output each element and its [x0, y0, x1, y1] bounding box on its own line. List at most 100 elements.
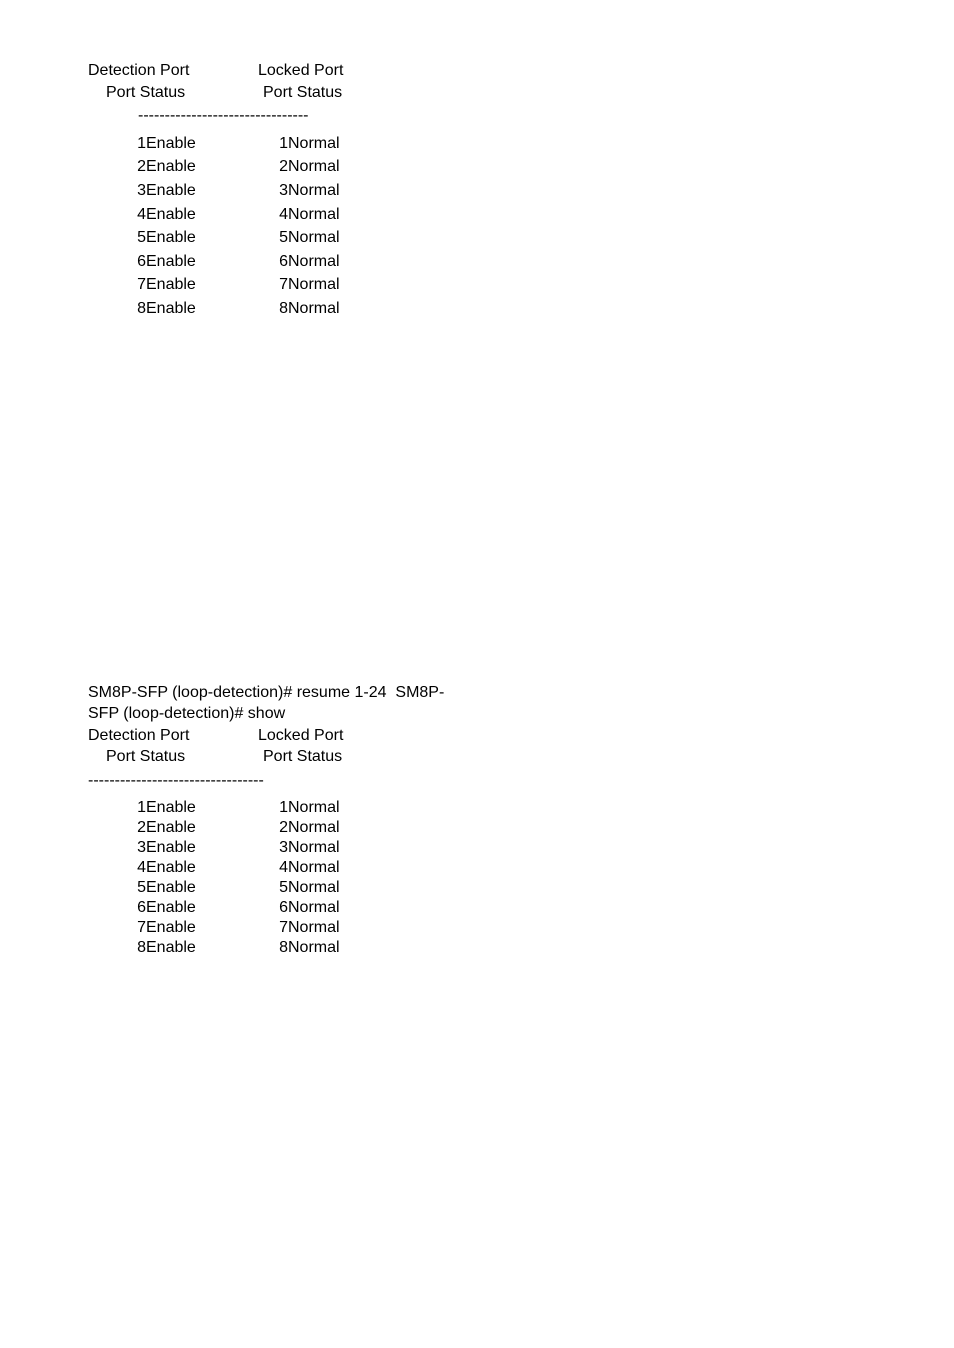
table-row: 5Enable5Normal [88, 878, 340, 898]
locked-status-cell: Normal [288, 298, 340, 322]
locked-status-cell: Normal [288, 938, 340, 958]
separator-line: --------------------------------- [88, 770, 588, 792]
locked-status-cell: Normal [288, 858, 340, 878]
detection-port-cell: 2 [88, 156, 146, 180]
detection-status-cell: Enable [146, 838, 244, 858]
table-row: 5Enable5Normal [88, 227, 340, 251]
locked-port-cell: 3 [244, 180, 288, 204]
detection-status-cell: Enable [146, 204, 244, 228]
locked-port-cell: 4 [244, 858, 288, 878]
table-row: 2Enable2Normal [88, 156, 340, 180]
page: Detection Port Port Status Locked Port P… [0, 0, 588, 958]
locked-status-cell: Normal [288, 180, 340, 204]
detection-port-cell: 4 [88, 204, 146, 228]
detection-status-cell: Enable [146, 858, 244, 878]
detection-port-cell: 3 [88, 180, 146, 204]
detection-header-col: Detection Port Port Status [88, 725, 258, 768]
detection-port-cell: 5 [88, 878, 146, 898]
command-line: SM8P-SFP (loop-detection)# resume 1-24 S… [88, 682, 588, 704]
table-row: 4Enable4Normal [88, 858, 340, 878]
locked-status-cell: Normal [288, 798, 340, 818]
detection-port-cell: 7 [88, 918, 146, 938]
detection-status-cell: Enable [146, 898, 244, 918]
locked-header-col: Locked Port Port Status [258, 60, 343, 103]
detection-port-cell: 6 [88, 898, 146, 918]
detection-port-cell: 7 [88, 274, 146, 298]
port-status-rows: 1Enable1Normal2Enable2Normal3Enable3Norm… [88, 798, 340, 958]
detection-port-header: Detection Port [88, 60, 258, 82]
detection-port-cell: 3 [88, 838, 146, 858]
detection-status-header: Port Status [88, 82, 258, 104]
locked-header-col: Locked Port Port Status [258, 725, 343, 768]
table-row: 6Enable6Normal [88, 251, 340, 275]
port-status-table: 1Enable1Normal2Enable2Normal3Enable3Norm… [88, 798, 340, 958]
column-headers: Detection Port Port Status Locked Port P… [88, 725, 588, 768]
locked-port-header: Locked Port [258, 60, 343, 82]
detection-status-cell: Enable [146, 156, 244, 180]
locked-port-cell: 2 [244, 156, 288, 180]
locked-port-cell: 4 [244, 204, 288, 228]
command-line: SFP (loop-detection)# show [88, 703, 588, 725]
separator-line: -------------------------------- [88, 105, 588, 127]
locked-status-cell: Normal [288, 918, 340, 938]
port-status-block-1: Detection Port Port Status Locked Port P… [88, 60, 588, 322]
locked-port-cell: 1 [244, 133, 288, 157]
column-headers: Detection Port Port Status Locked Port P… [88, 60, 588, 103]
detection-status-cell: Enable [146, 251, 244, 275]
locked-port-cell: 7 [244, 918, 288, 938]
locked-status-cell: Normal [288, 818, 340, 838]
detection-port-cell: 8 [88, 938, 146, 958]
locked-status-cell: Normal [288, 898, 340, 918]
table-row: 7Enable7Normal [88, 274, 340, 298]
table-row: 3Enable3Normal [88, 180, 340, 204]
locked-status-cell: Normal [288, 156, 340, 180]
locked-port-cell: 6 [244, 251, 288, 275]
port-status-block-2: SM8P-SFP (loop-detection)# resume 1-24 S… [88, 682, 588, 958]
command-lines: SM8P-SFP (loop-detection)# resume 1-24 S… [88, 682, 588, 725]
detection-status-cell: Enable [146, 274, 244, 298]
locked-status-cell: Normal [288, 133, 340, 157]
locked-status-cell: Normal [288, 251, 340, 275]
locked-port-cell: 1 [244, 798, 288, 818]
detection-port-cell: 4 [88, 858, 146, 878]
locked-status-cell: Normal [288, 878, 340, 898]
table-row: 6Enable6Normal [88, 898, 340, 918]
detection-port-header: Detection Port [88, 725, 258, 747]
detection-port-cell: 6 [88, 251, 146, 275]
table-row: 8Enable8Normal [88, 938, 340, 958]
detection-port-cell: 2 [88, 818, 146, 838]
locked-port-cell: 6 [244, 898, 288, 918]
detection-status-header: Port Status [88, 746, 258, 768]
port-status-rows: 1Enable1Normal2Enable2Normal3Enable3Norm… [88, 133, 340, 322]
locked-port-cell: 8 [244, 938, 288, 958]
detection-status-cell: Enable [146, 227, 244, 251]
table-row: 3Enable3Normal [88, 838, 340, 858]
locked-status-cell: Normal [288, 227, 340, 251]
detection-status-cell: Enable [146, 180, 244, 204]
detection-status-cell: Enable [146, 938, 244, 958]
table-row: 4Enable4Normal [88, 204, 340, 228]
table-row: 1Enable1Normal [88, 133, 340, 157]
locked-port-cell: 2 [244, 818, 288, 838]
locked-port-cell: 7 [244, 274, 288, 298]
locked-port-cell: 8 [244, 298, 288, 322]
locked-port-header: Locked Port [258, 725, 343, 747]
table-row: 2Enable2Normal [88, 818, 340, 838]
locked-port-cell: 5 [244, 227, 288, 251]
locked-port-cell: 5 [244, 878, 288, 898]
locked-status-cell: Normal [288, 274, 340, 298]
detection-port-cell: 1 [88, 133, 146, 157]
detection-port-cell: 8 [88, 298, 146, 322]
table-row: 8Enable8Normal [88, 298, 340, 322]
detection-status-cell: Enable [146, 133, 244, 157]
locked-port-cell: 3 [244, 838, 288, 858]
detection-status-cell: Enable [146, 798, 244, 818]
locked-status-header: Port Status [258, 746, 343, 768]
locked-status-cell: Normal [288, 204, 340, 228]
detection-status-cell: Enable [146, 818, 244, 838]
table-row: 7Enable7Normal [88, 918, 340, 938]
table-row: 1Enable1Normal [88, 798, 340, 818]
detection-header-col: Detection Port Port Status [88, 60, 258, 103]
port-status-table: 1Enable1Normal2Enable2Normal3Enable3Norm… [88, 133, 340, 322]
detection-port-cell: 1 [88, 798, 146, 818]
